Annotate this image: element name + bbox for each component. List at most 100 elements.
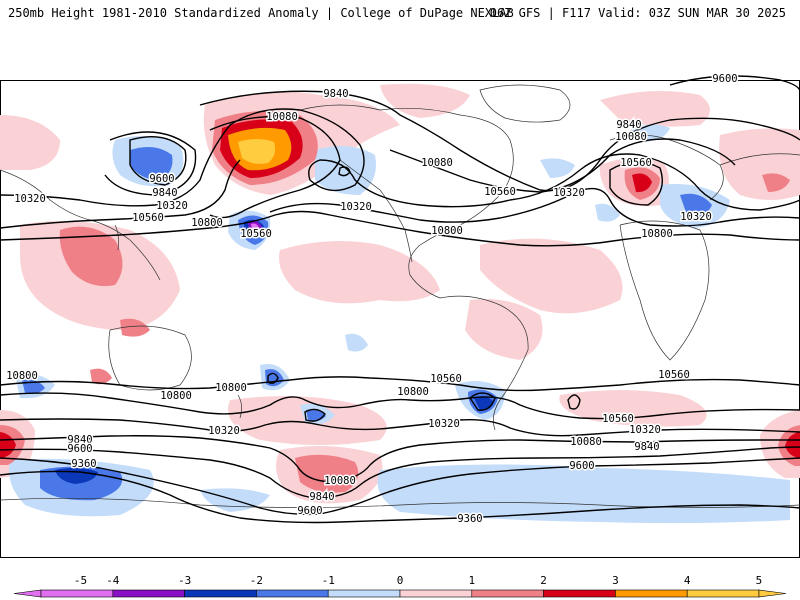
- contour-9600-north: [669, 75, 800, 93]
- anomaly-pos2-spac: [295, 454, 359, 493]
- contour-label: 10800: [397, 386, 429, 398]
- anomaly-map: 9840 9600 10080 9600 9840 10320 10560 10…: [0, 72, 800, 558]
- contour-label: 10320: [208, 425, 240, 437]
- contour-label: 10080: [421, 157, 453, 169]
- colorbar-tick-label: 3: [612, 574, 619, 587]
- anomaly-pos2-asia: [59, 226, 123, 287]
- contour-9600-south: [0, 457, 800, 516]
- anomaly-pos1-atlantic: [480, 238, 623, 314]
- coast-greenland: [479, 84, 571, 123]
- contour-10560-loop: [609, 161, 663, 206]
- colorbar-arrow-right: [758, 589, 787, 598]
- contour-10800-north: [0, 210, 800, 247]
- contour-label: 9840: [152, 187, 177, 199]
- anomaly-pos2-westpac-s: [120, 318, 150, 337]
- contour-label: 10800: [641, 228, 673, 240]
- colorbar-segment-neg4: [112, 589, 185, 598]
- contour-label: 10320: [340, 201, 372, 213]
- contour-label: 10080: [570, 436, 602, 448]
- contour-label: 9840: [616, 119, 641, 131]
- contour-label: 9840: [309, 491, 334, 503]
- contour-label: 10560: [484, 186, 516, 198]
- anomaly-pos2-ind: [90, 368, 112, 385]
- contour-9840-kamchatka: [104, 131, 197, 196]
- map-title: 250mb Height 1981-2010 Standardized Anom…: [8, 6, 514, 20]
- anomaly-pos1-npac: [279, 241, 440, 304]
- anomaly-pos3-eastedge: [785, 432, 800, 458]
- colorbar-tick-label: 1: [468, 574, 475, 587]
- contour-10320-south: [0, 418, 800, 437]
- model-run-info: 06Z GFS | F117 Valid: 03Z SUN MAR 30 202…: [489, 6, 786, 20]
- height-contours: [0, 75, 800, 524]
- contour-label: 10800: [6, 370, 38, 382]
- colorbar-segment-neg5: [40, 589, 114, 598]
- contour-9360-south: [0, 470, 800, 524]
- contour-label: 10560: [430, 373, 462, 385]
- contour-label: 10800: [215, 382, 247, 394]
- contour-labels: 9840 9600 10080 9600 9840 10320 10560 10…: [5, 72, 739, 527]
- colorbar-segment-pos5: [686, 589, 760, 598]
- contour-label: 9600: [712, 73, 737, 85]
- contour-label: 9840: [67, 434, 92, 446]
- colorbar-tick-label: -4: [106, 574, 120, 587]
- contour-label: 10320: [680, 211, 712, 223]
- contour-label: 10800: [191, 217, 223, 229]
- colorbar-ticks: -5 -4 -3 -2 -1 0 1 2 3 4 5: [74, 574, 762, 587]
- anomaly-pos1-sam: [465, 299, 543, 360]
- contour-label: 10320: [156, 200, 188, 212]
- coastlines: [0, 84, 800, 508]
- coast-europe: [609, 134, 724, 201]
- colorbar-segment-pos4: [615, 589, 688, 598]
- contour-label: 9600: [569, 460, 594, 472]
- contour-10080-north2: [389, 138, 736, 193]
- anomaly-neg2-europe: [680, 193, 712, 219]
- anomaly-neg1-eurasia: [540, 158, 575, 178]
- contour-label: 9360: [457, 513, 482, 525]
- contour-label: 10320: [553, 187, 585, 199]
- anomaly-neg1-npac: [315, 146, 376, 195]
- anomaly-pos1-westnorth: [0, 115, 60, 170]
- colorbar-tick-label: -3: [178, 574, 191, 587]
- contour-label: 9840: [634, 441, 659, 453]
- anomaly-neg1-atlantic: [595, 203, 620, 222]
- colorbar-tick-label: 0: [397, 574, 404, 587]
- anomaly-neg5-npac: [251, 223, 259, 231]
- contour-9600-kamchatka: [129, 136, 187, 186]
- contour-loop-sam: [567, 394, 581, 410]
- colorbar-tick-label: 2: [540, 574, 547, 587]
- contour-label: 10080: [615, 131, 647, 143]
- contour-label: 10080: [266, 111, 298, 123]
- coast-north-america-west: [339, 159, 413, 263]
- contour-label: 9600: [297, 505, 322, 517]
- colorbar-arrow-left: [13, 589, 42, 598]
- contour-label: 10800: [160, 390, 192, 402]
- contour-loop-spac: [267, 372, 279, 385]
- anomaly-pos2-asiaeast: [762, 173, 790, 192]
- contour-label: 9600: [149, 173, 174, 185]
- colorbar-tick-label: 5: [756, 574, 763, 587]
- anomaly-neg2-kamchatka: [130, 146, 173, 180]
- contour-label: 10320: [428, 418, 460, 430]
- anomaly-pos1-greenland: [600, 91, 710, 127]
- colorbar-tick-label: -2: [250, 574, 263, 587]
- contour-10800-south: [0, 376, 800, 392]
- anomaly-neg1-sam2: [345, 333, 368, 352]
- colorbar-tick-label: -5: [74, 574, 87, 587]
- colorbar-segment-neg3: [184, 589, 257, 598]
- coast-nz: [237, 394, 242, 419]
- coast-south-america: [439, 295, 529, 431]
- contour-label: 9840: [323, 88, 348, 100]
- anomaly-pos3-westedge: [0, 432, 16, 458]
- anomaly-pos1-canada: [380, 83, 470, 118]
- colorbar-segment-neg2: [256, 589, 329, 598]
- contour-10080-north: [209, 115, 341, 219]
- contour-10320-north: [0, 108, 800, 211]
- contour-10080-south: [0, 435, 800, 483]
- contour-label: 9600: [67, 443, 92, 455]
- anomaly-pos3-europe: [632, 173, 652, 193]
- contour-label: 10320: [629, 424, 661, 436]
- contour-label: 10560: [240, 228, 272, 240]
- contour-label: 10560: [658, 369, 690, 381]
- contour-label: 10320: [14, 193, 46, 205]
- coast-north-america: [299, 104, 514, 299]
